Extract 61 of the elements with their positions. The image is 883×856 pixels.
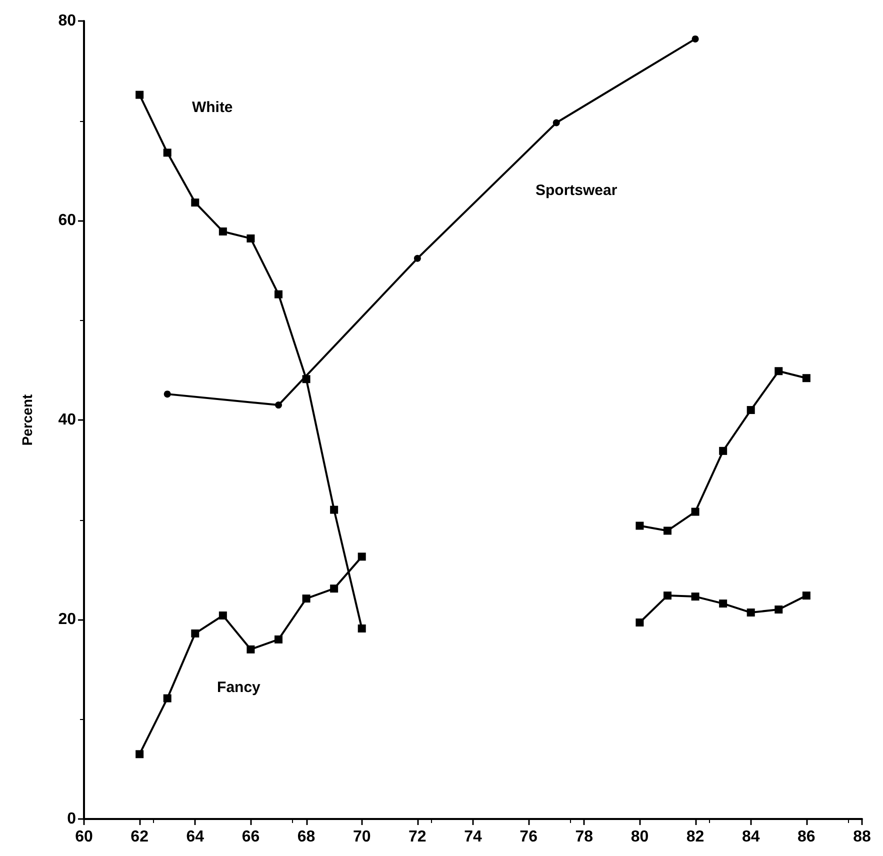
point	[414, 254, 421, 262]
text: White	[192, 99, 233, 116]
point	[191, 198, 200, 207]
point	[691, 508, 700, 516]
point	[802, 374, 810, 382]
point	[136, 90, 144, 99]
point	[136, 750, 144, 758]
point	[302, 375, 310, 384]
point	[719, 600, 728, 608]
x-tick-label: 72	[408, 828, 426, 846]
x-tick-label: 64	[186, 828, 204, 846]
x-tick-label: 88	[853, 828, 871, 846]
point	[218, 612, 227, 620]
point	[164, 390, 171, 398]
series-label: Fancy	[217, 678, 262, 696]
point	[163, 694, 172, 702]
point	[774, 606, 783, 614]
x-tick-label: 62	[130, 828, 149, 846]
point	[330, 506, 338, 514]
x-tick-label: 74	[464, 828, 482, 846]
point	[358, 624, 366, 632]
point	[692, 35, 699, 42]
point	[274, 635, 282, 644]
point	[330, 584, 338, 593]
y-tick-label: 80	[58, 12, 76, 30]
point	[802, 592, 810, 600]
x-tick-label: 84	[742, 828, 760, 846]
point	[218, 227, 227, 236]
x-tick-label: 68	[297, 828, 316, 846]
point	[691, 592, 700, 601]
point	[636, 522, 644, 530]
x-tick-label: 78	[575, 828, 594, 846]
y-tick-label: 20	[58, 611, 76, 628]
point	[552, 119, 560, 126]
x-tick-label: 66	[242, 828, 260, 846]
point	[358, 552, 366, 561]
y-tick-label: 60	[58, 212, 76, 229]
x-tick-label: 82	[686, 828, 704, 846]
series-label: Sportswear	[536, 182, 618, 200]
point	[274, 290, 282, 298]
point	[746, 406, 755, 414]
point	[246, 234, 255, 242]
y-axis-title: Percent	[19, 394, 35, 446]
point	[246, 645, 255, 654]
x-tick-label: 70	[352, 828, 371, 846]
x-tick-label: 80	[630, 828, 649, 846]
y-tick-label: 0	[67, 810, 76, 828]
point	[664, 592, 672, 600]
point	[163, 148, 172, 157]
x-tick-label: 86	[798, 828, 816, 846]
point	[774, 367, 783, 376]
point	[191, 629, 200, 638]
x-tick-label: 60	[75, 828, 93, 846]
point	[636, 618, 644, 626]
point	[719, 446, 728, 455]
y-tick-label: 40	[58, 412, 76, 428]
point	[302, 594, 310, 603]
point	[746, 608, 755, 617]
point	[275, 402, 282, 409]
point	[664, 526, 672, 535]
x-tick-label: 76	[520, 828, 538, 846]
